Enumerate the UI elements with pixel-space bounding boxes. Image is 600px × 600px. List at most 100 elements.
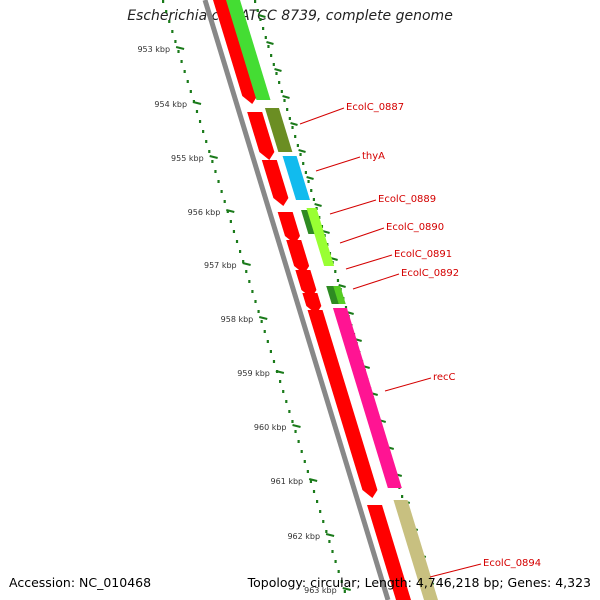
ruler-dot [288,410,291,413]
ruler-label: 954 kbp [154,100,187,109]
backbone-line [202,0,391,600]
ruler-dot [334,560,337,563]
inner-ruler-dot [254,0,257,3]
cds-segment [261,160,289,206]
ruler-dot [309,480,313,483]
ruler-dot [263,330,266,333]
ruler-dot [279,380,282,383]
ruler-dot [162,0,165,3]
inner-ruler-dot [270,54,273,57]
gene-segment [226,0,271,100]
ruler-dot [285,400,288,403]
cds-segment [247,112,275,160]
ruler-label: 961 kbp [271,477,304,486]
ruler-dot [177,50,180,53]
label-leader [339,227,385,244]
inner-ruler-tick [306,176,314,180]
gene-label: recC [433,372,456,383]
label-leader [345,254,393,270]
ruler-dot [312,490,316,493]
label-leader [429,563,482,578]
ruler-dot [319,510,322,513]
inner-ruler-dot [262,27,265,30]
gene-segment [282,156,310,200]
ruler-tick [192,101,202,105]
gene-segment [264,108,293,152]
ruler-dot [257,310,260,313]
ruler-dot [291,420,294,423]
ruler-dot [260,320,263,323]
ruler-dot [180,60,183,63]
ruler-dot [297,440,300,443]
ruler-dot [223,200,226,203]
gene-labels: EcolC_0887 thyA EcolC_0889 EcolC_0890 EcolC_… [299,102,541,578]
ruler-label: 956 kbp [188,208,221,217]
inner-ruler-dot [336,279,340,282]
ruler-dot [174,40,177,43]
label-leader [352,273,400,290]
ruler-dot [300,450,303,453]
cds-segment [277,212,300,244]
inner-ruler-dot [401,495,404,498]
gene-label: EcolC_0894 [483,558,541,569]
ruler-dot [340,580,343,583]
inner-ruler-dot [344,306,348,309]
cds-segment [295,270,317,298]
ruler-dot [269,350,272,353]
ruler-tick [325,533,335,537]
ruler-dot [189,90,192,93]
gene-segment [306,208,335,266]
cds-segment [367,505,411,600]
ruler-dot [165,10,168,13]
ruler-dot [325,530,328,533]
gene-segment [333,286,346,304]
accession-text: Accession: NC_010468 [9,575,152,590]
ruler-dot [211,160,214,163]
ruler-label: 955 kbp [171,154,204,163]
ruler-dot [306,470,309,473]
gene-label: EcolC_0892 [401,268,459,279]
ruler-tick [209,155,218,159]
ruler-dot [208,150,211,153]
inner-ruler-tick [274,68,282,72]
inner-ruler-tick [282,95,290,99]
inner-ruler-dot [286,108,289,111]
inner-ruler-dot [278,81,281,84]
ruler-dot [171,30,174,33]
inner-ruler-tick [314,203,322,207]
gene-label: EcolC_0889 [378,194,436,205]
gene-label: EcolC_0890 [386,222,444,233]
label-leader [299,107,345,125]
ruler-dot [229,220,232,223]
ruler-dot [239,250,242,253]
ruler-dot [282,390,285,393]
label-leader [329,199,377,215]
inner-ruler-dot [299,153,302,156]
ruler-dot [217,180,220,183]
ruler-dot [343,590,346,593]
gene-label: thyA [362,151,385,162]
ruler-dot [186,80,189,83]
inner-ruler-dot [304,171,307,174]
ruler-dot [235,240,239,243]
inner-ruler-tick [258,14,266,18]
ruler-tick [292,424,301,428]
gene-segment [393,500,438,600]
ruler-dot [254,300,257,303]
ruler-tick [242,262,251,266]
ruler-dot [202,130,205,133]
ruler-dot [316,500,319,503]
ruler-tick [342,587,351,591]
ruler-label: 958 kbp [221,315,254,324]
inner-ruler-dot [291,126,294,129]
ruler-tick [308,478,318,482]
ruler-dot [214,170,217,173]
ruler-dot [245,270,248,273]
ruler-tick [259,316,268,320]
inner-ruler-dot [294,135,297,138]
ruler-dot [198,120,202,123]
inner-ruler-dot [267,45,270,48]
ruler: 953 kbp 954 kbp 955 kbp 956 kbp 957 kbp 958 k… [137,0,351,595]
inner-ruler-dot [280,90,283,93]
inner-ruler-dot [272,63,275,66]
